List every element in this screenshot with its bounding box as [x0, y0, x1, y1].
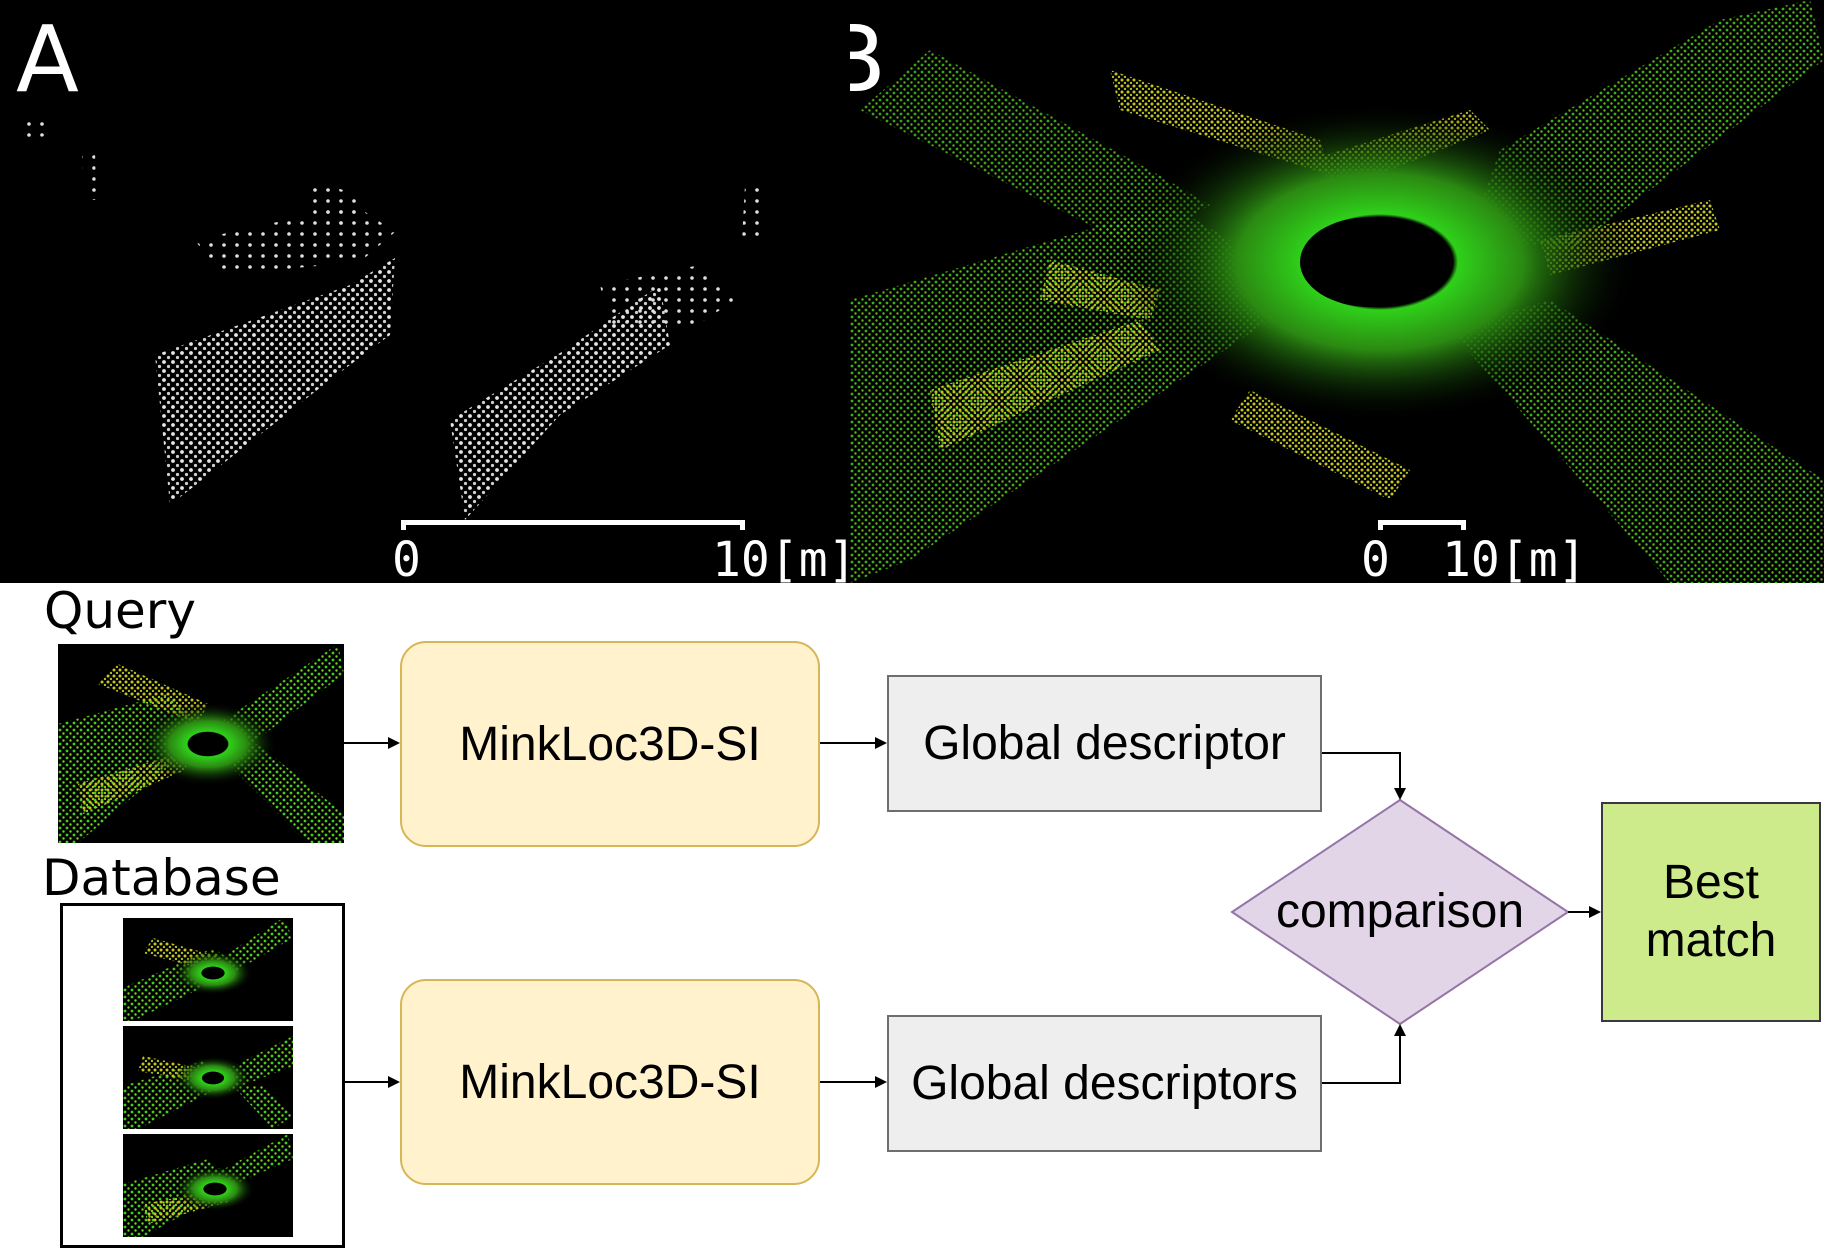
global-descriptor-label: Global descriptor: [923, 717, 1286, 770]
dense-pointcloud-image: [850, 0, 1824, 583]
minkloc-database-box: MinkLoc3D-SI: [400, 979, 820, 1185]
panel-a-pointcloud: A 0 10[m]: [0, 0, 850, 583]
minkloc-database-label: MinkLoc3D-SI: [459, 1055, 761, 1109]
panel-b-scale-end: 10[m]: [1442, 532, 1587, 583]
panel-b-letter: B: [850, 6, 887, 113]
comparison-label: comparison: [1275, 885, 1525, 938]
panel-a-scale-start: 0: [392, 532, 421, 583]
database-label: Database: [42, 849, 281, 907]
database-thumbnail-2: [123, 1026, 293, 1129]
minkloc-query-box: MinkLoc3D-SI: [400, 641, 820, 847]
panel-b-scale-start: 0: [1361, 532, 1390, 583]
panel-a-scale-end: 10[m]: [712, 532, 850, 583]
best-match-line2: match: [1645, 914, 1777, 967]
query-label: Query: [44, 582, 196, 640]
database-thumbnail-1: [123, 918, 293, 1021]
best-match-line1: Best: [1662, 856, 1760, 910]
database-frame: [60, 903, 345, 1248]
sparse-pointcloud-image: [20, 115, 765, 520]
panel-b-pointcloud: B 0 10[m]: [850, 0, 1824, 583]
global-descriptor-box: Global descriptor: [887, 675, 1322, 812]
global-descriptors-label: Global descriptors: [911, 1057, 1298, 1110]
database-thumbnail-3: [123, 1134, 293, 1237]
global-descriptors-box: Global descriptors: [887, 1015, 1322, 1152]
minkloc-query-label: MinkLoc3D-SI: [459, 717, 761, 771]
arrow-descriptor-to-comparison: [1322, 752, 1406, 800]
best-match-box: Best match: [1601, 802, 1821, 1022]
panel-a-scale-bar: [401, 520, 745, 530]
arrow-descriptors-to-comparison: [1322, 1024, 1406, 1084]
query-thumbnail: [58, 644, 344, 843]
panel-b-scale-bar: [1378, 520, 1466, 530]
panel-a-letter: A: [16, 6, 79, 113]
